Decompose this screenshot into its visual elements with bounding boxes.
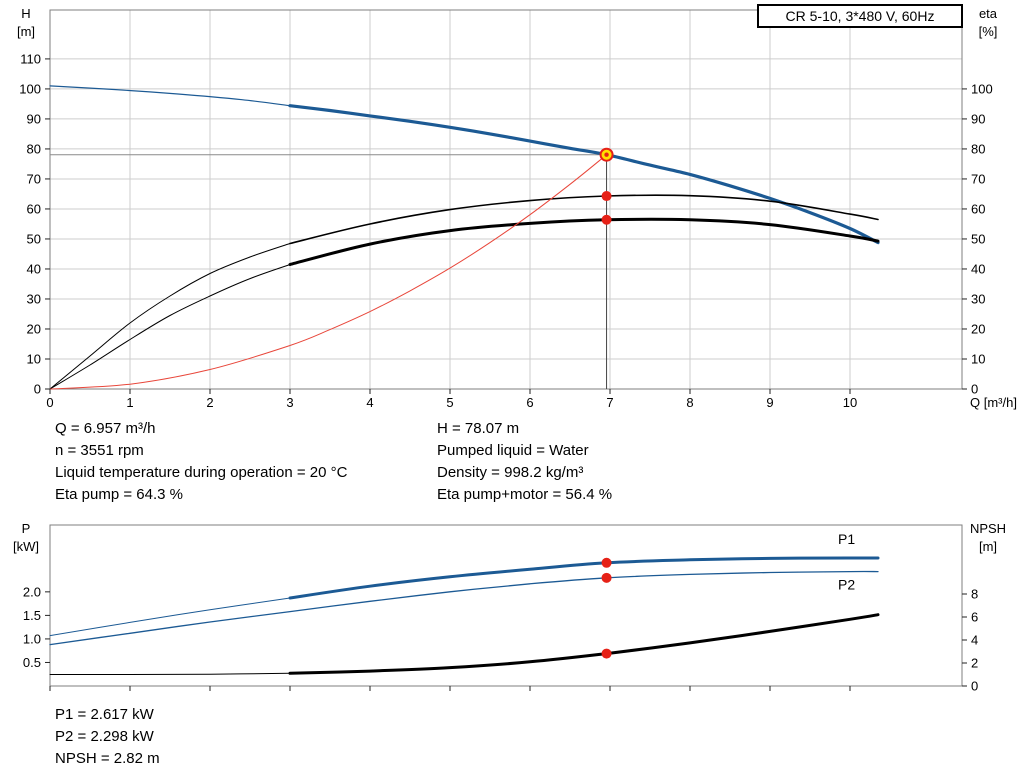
y-left-axis-title: H <box>21 6 30 21</box>
y-right-tick-label: 70 <box>971 171 985 186</box>
y-right-tick-label: 100 <box>971 81 993 96</box>
y-left-tick-label: 10 <box>27 351 41 366</box>
npsh-curve-ext <box>49 672 291 676</box>
p1-point <box>601 557 612 568</box>
y-left-tick-label: 100 <box>19 81 41 96</box>
y-right-tick-label: 60 <box>971 201 985 216</box>
y-right-tick-label: 20 <box>971 321 985 336</box>
y-right-axis-title: eta <box>979 6 998 21</box>
y-left-axis-title: P <box>22 521 31 536</box>
y-right-axis-title: [%] <box>979 24 998 39</box>
power-npsh-chart[interactable]: P1 P2 0.5 1.0 1.5 2.0 0 2 4 6 8 P [kW] NPSH [m] <box>0 515 1024 710</box>
y-right-tick-label: 90 <box>971 111 985 126</box>
result-h: H = 78.07 m <box>437 420 520 437</box>
y-left-tick-label: 1.5 <box>23 608 41 623</box>
y-left-tick-label: 0 <box>34 382 41 397</box>
y-left-tick-label: 70 <box>27 171 41 186</box>
result-npsh: NPSH = 2.82 m <box>55 750 160 767</box>
x-axis-title: Q [m³/h] <box>970 395 1017 410</box>
y-left-tick-label: 40 <box>27 261 41 276</box>
result-p1: P1 = 2.617 kW <box>55 706 154 723</box>
x-tick-label: 3 <box>286 395 293 410</box>
y-right-tick-label: 4 <box>971 633 978 648</box>
y-left-axis-title: [kW] <box>13 539 39 554</box>
npsh-curve <box>288 613 880 675</box>
result-density: Density = 998.2 kg/m³ <box>437 464 584 481</box>
y-right-tick-label: 80 <box>971 141 985 156</box>
y-right-axis-title: NPSH <box>970 521 1006 536</box>
y-left-tick-label: 20 <box>27 321 41 336</box>
power-results: P1 = 2.617 kW P2 = 2.298 kW NPSH = 2.82 … <box>55 704 160 770</box>
result-p2: P2 = 2.298 kW <box>55 728 154 745</box>
result-eta-pump: Eta pump = 64.3 % <box>55 486 183 503</box>
y-left-tick-label: 90 <box>27 111 41 126</box>
y-right-tick-label: 6 <box>971 610 978 625</box>
x-tick-label: 9 <box>766 395 773 410</box>
p2-series-label: P2 <box>838 576 855 592</box>
y-right-tick-label: 40 <box>971 261 985 276</box>
x-tick-label: 4 <box>366 395 373 410</box>
x-tick-label: 0 <box>46 395 53 410</box>
result-pumped-liquid: Pumped liquid = Water <box>437 442 589 459</box>
p1-curve <box>288 556 880 600</box>
y-right-tick-label: 30 <box>971 291 985 306</box>
eta-pump-curve-ext <box>49 243 291 390</box>
eta-pump-point <box>601 191 612 202</box>
y-right-tick-label: 50 <box>971 231 985 246</box>
x-tick-label: 10 <box>843 395 857 410</box>
duty-point-center <box>604 152 609 157</box>
y-right-tick-label: 0 <box>971 382 978 397</box>
x-tick-label: 5 <box>446 395 453 410</box>
x-tick-label: 2 <box>206 395 213 410</box>
y-left-tick-label: 50 <box>27 231 41 246</box>
duty-results-right: H = 78.07 m Pumped liquid = Water Densit… <box>437 418 612 506</box>
eta-pump-motor-curve-ext <box>49 264 291 390</box>
y-left-tick-label: 0.5 <box>23 655 41 670</box>
plot-frame <box>49 9 963 390</box>
npsh-point <box>601 648 612 659</box>
head-curve <box>288 104 880 245</box>
eta-pump-motor-curve <box>288 217 880 266</box>
x-tick-label: 7 <box>606 395 613 410</box>
system-curve <box>49 154 608 390</box>
head-curve-ext <box>49 85 291 107</box>
y-left-axis-title: [m] <box>17 24 35 39</box>
duty-results-left: Q = 6.957 m³/h n = 3551 rpm Liquid tempe… <box>55 418 347 506</box>
x-tick-label: 6 <box>526 395 533 410</box>
result-liquid-temperature: Liquid temperature during operation = 20… <box>55 464 348 481</box>
result-q: Q = 6.957 m³/h <box>55 420 156 437</box>
y-right-axis-title: [m] <box>979 539 997 554</box>
result-speed: n = 3551 rpm <box>55 442 144 459</box>
hq-eta-chart[interactable]: 0 1 2 3 4 5 6 7 8 9 100102030405060708090100110010… <box>0 0 1024 415</box>
y-left-tick-label: 60 <box>27 201 41 216</box>
plot-frame <box>49 524 963 687</box>
pump-title-box: CR 5-10, 3*480 V, 60Hz <box>757 4 963 28</box>
y-right-tick-label: 10 <box>971 351 985 366</box>
result-eta-pump-motor: Eta pump+motor = 56.4 % <box>437 486 613 503</box>
eta-pump-motor-point <box>601 214 612 225</box>
p2-point <box>601 572 612 583</box>
x-tick-label: 1 <box>126 395 133 410</box>
y-left-tick-label: 2.0 <box>23 584 41 599</box>
x-tick-label: 8 <box>686 395 693 410</box>
y-left-tick-label: 1.0 <box>23 631 41 646</box>
y-left-tick-label: 110 <box>20 51 41 66</box>
y-left-tick-label: 80 <box>27 141 41 156</box>
p2-curve <box>49 570 879 646</box>
y-right-tick-label: 2 <box>971 656 978 671</box>
y-left-tick-label: 30 <box>27 291 41 306</box>
y-right-tick-label: 8 <box>971 587 978 602</box>
y-right-tick-label: 0 <box>971 679 978 694</box>
p1-curve-ext <box>49 597 291 637</box>
p1-series-label: P1 <box>838 531 855 547</box>
